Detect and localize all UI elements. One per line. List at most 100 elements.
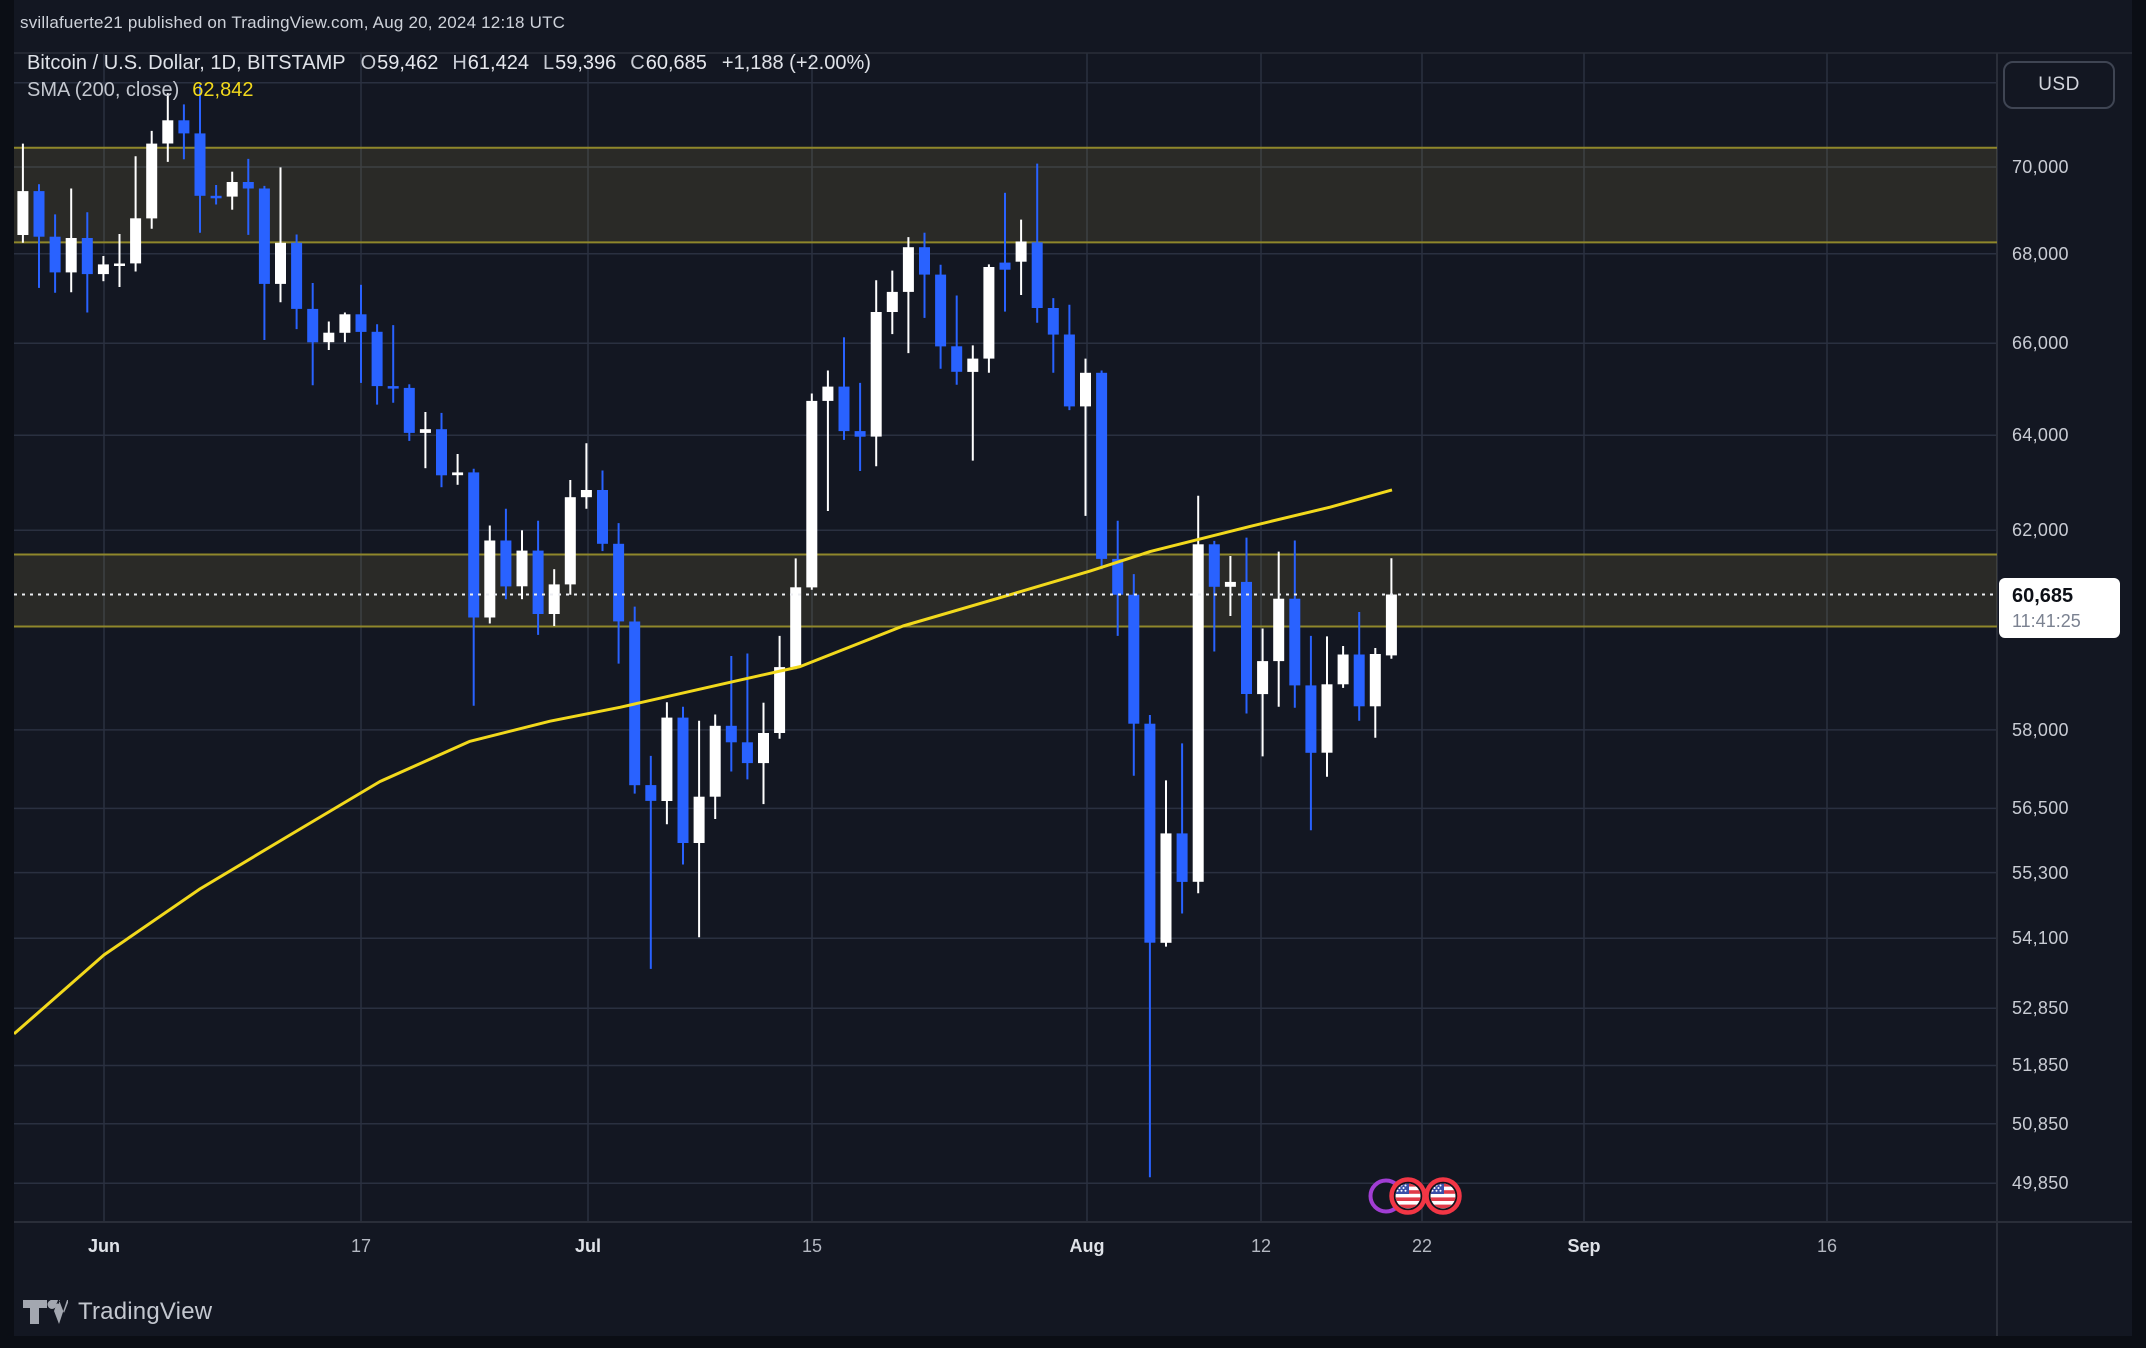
time-axis-label: 22 (1411, 1236, 1433, 1256)
chart-legend-symbol-row[interactable]: Bitcoin / U.S. Dollar, 1D, BITSTAMP O 59,… (27, 50, 871, 76)
candle (870, 280, 882, 467)
candle (226, 171, 238, 210)
candle (355, 284, 367, 383)
candle (323, 321, 335, 350)
candle (677, 706, 689, 865)
sma-200-line (13, 488, 1393, 1036)
candle (1321, 636, 1333, 777)
candle (999, 192, 1011, 312)
candle (774, 635, 786, 739)
candle (725, 656, 737, 772)
ohlc-high-value: 61,424 (467, 51, 529, 74)
candle (130, 156, 142, 272)
tradingview-brand-text: TradingView (78, 1298, 213, 1325)
candle (661, 702, 673, 825)
candle (242, 158, 254, 235)
ohlc-open-label: O (360, 51, 377, 74)
candle (1241, 537, 1252, 714)
candle (564, 480, 576, 595)
price-axis-label: 64,000 (2012, 425, 2069, 445)
time-axis-label: 15 (801, 1236, 823, 1256)
time-axis-label: 12 (1250, 1236, 1272, 1256)
price-axis-label: 70,000 (2012, 157, 2069, 177)
candle (983, 264, 995, 373)
current-price-value: 60,685 (2012, 585, 2074, 607)
price-axis-label: 66,000 (2012, 333, 2069, 353)
candle (1176, 743, 1188, 914)
candle (1385, 558, 1397, 659)
us-flag-event-icon[interactable] (1389, 1177, 1427, 1215)
time-axis-label: Aug (1069, 1236, 1105, 1256)
ohlc-open-value: 59,462 (377, 51, 439, 74)
price-axis-label: 52,850 (2012, 998, 2069, 1018)
candle (693, 720, 705, 938)
price-axis-label: 54,100 (2012, 928, 2069, 948)
candle (806, 393, 818, 590)
candle (387, 325, 399, 403)
ohlc-close-value: 60,685 (645, 51, 707, 74)
candle (967, 345, 979, 461)
candle (403, 384, 415, 441)
right-margin (2132, 0, 2146, 1348)
candle (629, 606, 641, 794)
gridlines (14, 53, 1997, 1222)
candle (484, 525, 496, 624)
candlestick-series (1, 84, 1397, 1178)
candle (645, 755, 657, 969)
chart-frame (14, 52, 2132, 1336)
time-axis-label: Sep (1567, 1236, 1601, 1256)
current-price-tag[interactable]: 60,685 11:41:25 (1999, 578, 2120, 638)
indicator-legend-row[interactable]: SMA (200, close) 62,842 (27, 78, 253, 102)
candle (741, 653, 753, 780)
candle (838, 337, 850, 440)
price-axis-label: 62,000 (2012, 520, 2069, 540)
time-axis[interactable]: Jun 17 Jul 15 Aug 12 22 Sep 16 (14, 1222, 2132, 1278)
symbol-title: Bitcoin / U.S. Dollar, 1D, BITSTAMP (27, 51, 346, 74)
candle (532, 520, 544, 635)
candle (49, 214, 61, 293)
candle (339, 312, 351, 343)
candle (613, 523, 625, 664)
candle (1128, 574, 1140, 776)
candle (1369, 648, 1381, 738)
time-axis-label: 17 (350, 1236, 372, 1256)
sma-indicator-label: SMA (200, close) (27, 78, 180, 101)
candle (709, 714, 721, 819)
candle (580, 443, 592, 509)
candle (419, 412, 431, 469)
candle (902, 237, 914, 354)
candle (790, 558, 802, 670)
tradingview-logo-icon (23, 1300, 68, 1324)
candle (1208, 540, 1220, 652)
candle (1273, 551, 1285, 707)
support-resistance-zone (14, 553, 1997, 628)
published-bar: svillafuerte21 published on TradingView.… (20, 13, 566, 32)
left-margin (0, 0, 14, 1348)
price-axis-label: 68,000 (2012, 244, 2069, 264)
price-axis-label: 50,850 (2012, 1114, 2069, 1134)
candle (1257, 628, 1269, 757)
bottom-margin (0, 1336, 2146, 1348)
candle (935, 264, 947, 369)
candle (597, 470, 608, 552)
candle (758, 702, 769, 805)
candle (1289, 540, 1301, 708)
price-axis[interactable]: USD 60,685 11:41:25 70,000 68,000 66,000 64… (1998, 53, 2132, 1222)
candle (548, 569, 560, 626)
change-value: +1,188 (+2.00%) (721, 51, 871, 74)
price-axis-label: 55,300 (2012, 863, 2069, 883)
candle (452, 454, 464, 485)
candle (65, 188, 77, 293)
price-axis-label: 56,500 (2012, 798, 2069, 818)
candle (500, 508, 512, 600)
sma-indicator-value: 62,842 (192, 78, 254, 101)
us-flag-event-icon[interactable] (1424, 1177, 1462, 1215)
candle (951, 295, 963, 385)
tradingview-branding[interactable]: TradingView (22, 1292, 212, 1332)
candle (307, 283, 319, 386)
candle (1112, 520, 1124, 636)
currency-toggle-button[interactable]: USD (2003, 61, 2115, 109)
candle (1080, 358, 1091, 516)
candle (371, 324, 383, 405)
